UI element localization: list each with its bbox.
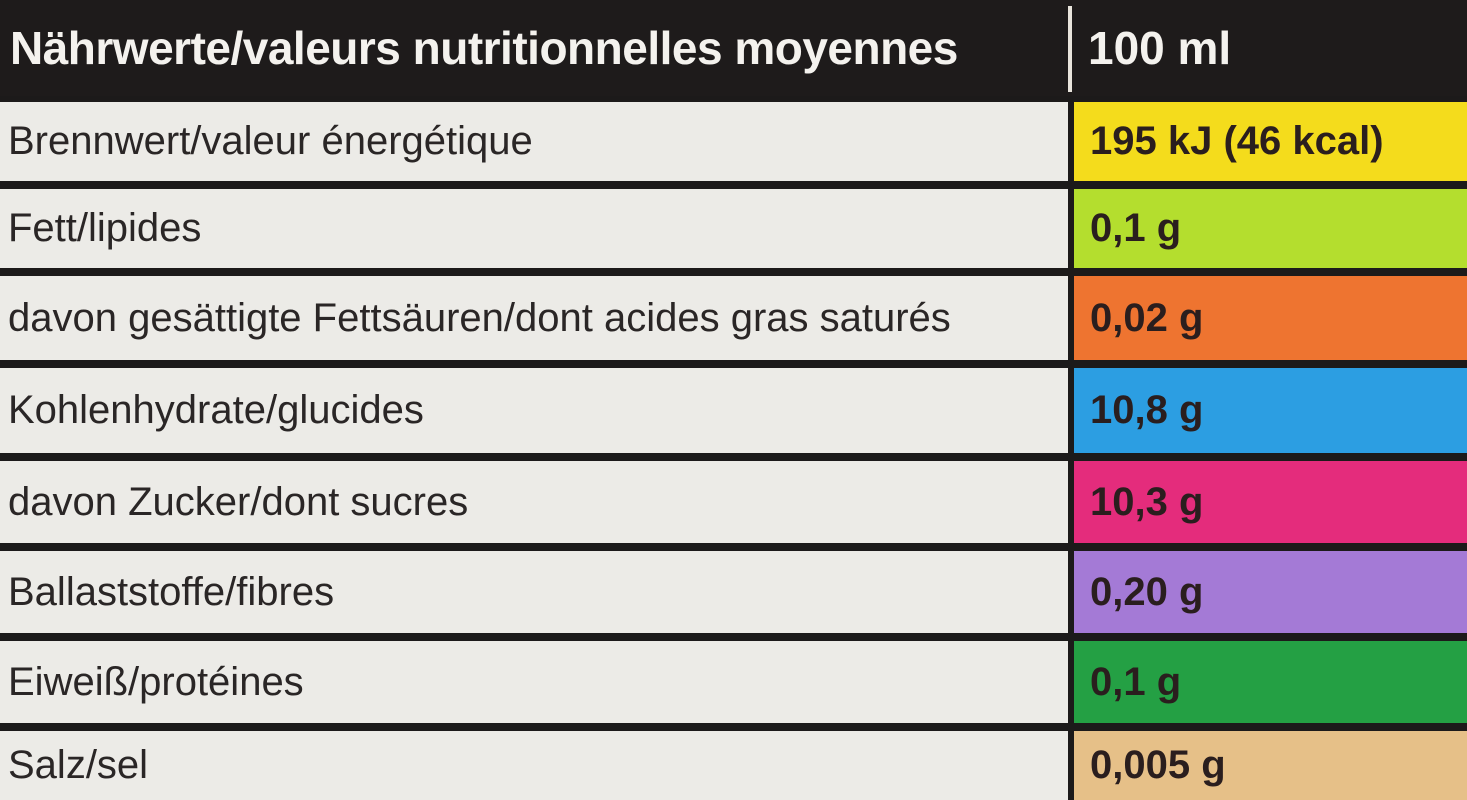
nutrient-label: Salz/sel [0, 731, 1068, 800]
nutrient-value: 10,3 g [1074, 461, 1467, 543]
nutrient-value: 0,1 g [1074, 189, 1467, 268]
table-row: Brennwert/valeur énergétique 195 kJ (46 k… [0, 102, 1467, 181]
nutrient-label: davon gesättigte Fettsäuren/dont acides … [0, 276, 1068, 360]
nutrient-label: Brennwert/valeur énergétique [0, 102, 1068, 181]
nutrient-value: 10,8 g [1074, 368, 1467, 453]
header-label: Nährwerte/valeurs nutritionnelles moyenn… [10, 22, 958, 74]
table-row: Fett/lipides 0,1 g [0, 189, 1467, 268]
table-row: Eiweiß/protéines 0,1 g [0, 641, 1467, 723]
table-row: davon Zucker/dont sucres 10,3 g [0, 461, 1467, 543]
table-row: Ballaststoffe/fibres 0,20 g [0, 551, 1467, 633]
nutrient-label: Fett/lipides [0, 189, 1068, 268]
nutrient-label: davon Zucker/dont sucres [0, 461, 1068, 543]
nutrient-value: 0,1 g [1074, 641, 1467, 723]
nutrient-label: Ballaststoffe/fibres [0, 551, 1068, 633]
table-row: davon gesättigte Fettsäuren/dont acides … [0, 276, 1467, 360]
table-header: Nährwerte/valeurs nutritionnelles moyenn… [0, 0, 1467, 96]
nutrient-label: Eiweiß/protéines [0, 641, 1068, 723]
nutrient-value: 0,005 g [1074, 731, 1467, 800]
header-unit: 100 ml [1088, 22, 1232, 74]
nutrient-value: 195 kJ (46 kcal) [1074, 102, 1467, 181]
table-row: Kohlenhydrate/glucides 10,8 g [0, 368, 1467, 453]
nutrient-value: 0,02 g [1074, 276, 1467, 360]
nutrient-value: 0,20 g [1074, 551, 1467, 633]
table-row: Salz/sel 0,005 g [0, 731, 1467, 800]
nutrient-label: Kohlenhydrate/glucides [0, 368, 1068, 453]
header-divider [1068, 6, 1072, 92]
